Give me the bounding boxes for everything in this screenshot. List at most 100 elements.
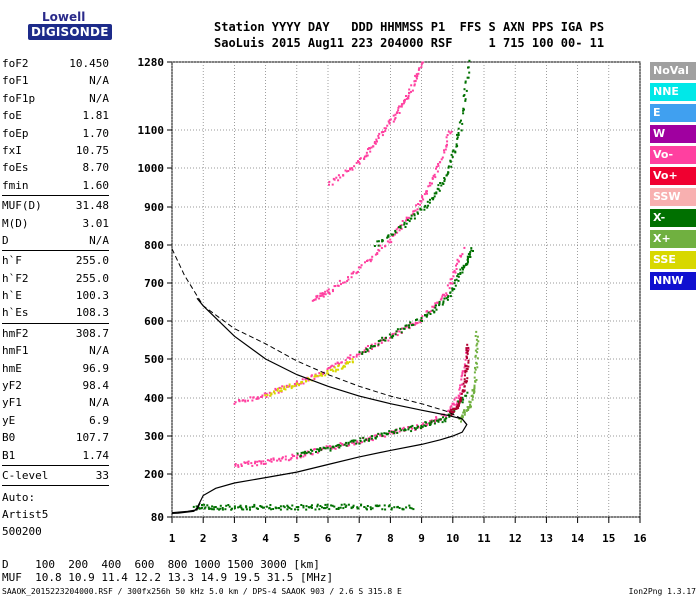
echo-point-o	[451, 402, 454, 405]
echo-point-o	[437, 164, 440, 167]
echo-point-x	[476, 357, 479, 360]
echo-point-o	[443, 293, 446, 296]
echo-point-o	[272, 457, 275, 460]
echo-point-o	[455, 264, 457, 267]
echo-point-es	[237, 506, 240, 509]
echo-point-o	[400, 105, 403, 108]
echo-point-sse	[273, 390, 276, 393]
echo-point-x	[445, 417, 448, 420]
echo-point-es	[393, 506, 396, 509]
echo-point-sse	[341, 367, 344, 370]
echo-point-es	[311, 504, 313, 507]
echo-point-x	[364, 351, 367, 353]
param-row: MUF(D) 31.48	[2, 197, 109, 214]
echo-point-x	[309, 448, 312, 451]
echo-point-x	[392, 233, 395, 236]
echo-point-x	[438, 189, 441, 192]
echo-point-es	[213, 506, 216, 509]
header-line-1: Station YYYY DAY DDD HHMMSS P1 FFS S AXN…	[214, 20, 605, 34]
echo-point-x	[443, 180, 446, 183]
echo-point-o	[352, 356, 355, 358]
echo-point-vo	[463, 378, 466, 381]
echo-point-vo	[466, 377, 469, 380]
echo-point-o	[322, 295, 325, 298]
echo-point-o	[378, 249, 381, 252]
echo-point-vo	[463, 385, 466, 388]
echo-point-vo	[462, 382, 465, 385]
echo-point-o	[446, 143, 448, 146]
echo-point-es	[242, 508, 245, 511]
echo-point-o	[337, 174, 340, 177]
echo-point-es	[347, 503, 350, 506]
echo-point-o	[369, 436, 372, 439]
legend-item-x: X-	[650, 209, 696, 227]
echo-point-o	[262, 460, 265, 463]
echo-point-x	[453, 282, 456, 285]
echo-point-es	[253, 503, 256, 506]
echo-point-sse	[298, 384, 300, 387]
echo-point-es	[381, 508, 384, 511]
echo-point-o	[336, 284, 339, 287]
echo-point-x	[466, 255, 469, 258]
param-value: N/A	[89, 74, 109, 88]
echo-point-o	[329, 366, 331, 369]
echo-point-o	[240, 463, 243, 466]
echo-point-o	[371, 348, 373, 350]
echo-point-vo	[458, 400, 461, 403]
echo-point-o	[313, 299, 315, 302]
es-profile-line	[171, 502, 201, 514]
echo-point-es	[409, 506, 412, 509]
echo-point-sse	[318, 374, 321, 377]
echo-point-o	[428, 181, 431, 184]
echo-point-o	[233, 402, 236, 405]
echo-point-es	[357, 507, 360, 510]
echo-point-o	[459, 384, 462, 387]
echo-point-o	[234, 464, 237, 467]
legend-item-noval: NoVal	[650, 62, 696, 80]
echo-point-o	[449, 282, 452, 284]
echo-point-x	[442, 183, 445, 185]
echo-point-o	[359, 157, 362, 160]
echo-point-o	[264, 462, 267, 465]
echo-point-o	[268, 459, 271, 462]
echo-point-x	[349, 440, 352, 443]
echo-point-o	[391, 432, 394, 435]
echo-point-x	[447, 165, 450, 168]
echo-point-x	[471, 398, 474, 401]
echo-point-o	[331, 364, 334, 367]
echo-point-x	[354, 439, 357, 442]
echo-point-o	[432, 175, 435, 177]
echo-point-o	[389, 238, 392, 241]
echo-point-x	[460, 119, 462, 122]
echo-point-o	[435, 165, 438, 168]
echo-point-o	[323, 292, 325, 295]
echo-point-o	[435, 417, 438, 420]
echo-point-o	[378, 132, 381, 135]
echo-point-x	[426, 313, 429, 316]
echo-point-o	[413, 84, 416, 87]
echo-point-vo	[465, 381, 468, 384]
param-value: 1.70	[82, 126, 110, 140]
echo-point-es	[365, 507, 368, 510]
echo-point-o	[250, 462, 253, 465]
echo-point-sse	[305, 380, 308, 383]
echo-point-x	[406, 219, 409, 221]
echo-point-x	[437, 420, 440, 423]
param-name: h`F	[2, 254, 22, 268]
echo-point-x	[465, 409, 468, 412]
echo-point-o	[304, 378, 307, 381]
echo-point-o	[461, 383, 464, 386]
echo-point-o	[256, 464, 259, 467]
echo-point-es	[231, 507, 233, 510]
echo-point-x	[315, 451, 317, 453]
echo-point-x	[320, 448, 323, 451]
echo-point-o	[452, 271, 455, 274]
echo-point-o	[419, 200, 422, 202]
echo-point-es	[225, 504, 228, 507]
echo-point-o	[428, 184, 431, 187]
echo-point-o	[403, 99, 406, 102]
echo-point-o	[284, 455, 287, 458]
echo-point-x	[450, 165, 453, 168]
echo-point-o	[348, 444, 351, 447]
echo-point-x	[434, 306, 437, 309]
